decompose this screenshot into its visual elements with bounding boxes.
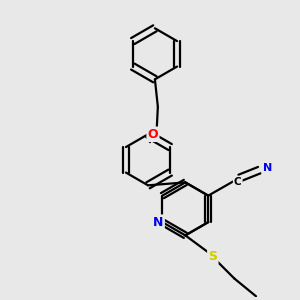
Text: N: N xyxy=(262,163,272,173)
Text: C: C xyxy=(234,177,242,187)
Text: N: N xyxy=(153,216,164,229)
Text: O: O xyxy=(148,128,158,141)
Text: S: S xyxy=(208,250,217,263)
